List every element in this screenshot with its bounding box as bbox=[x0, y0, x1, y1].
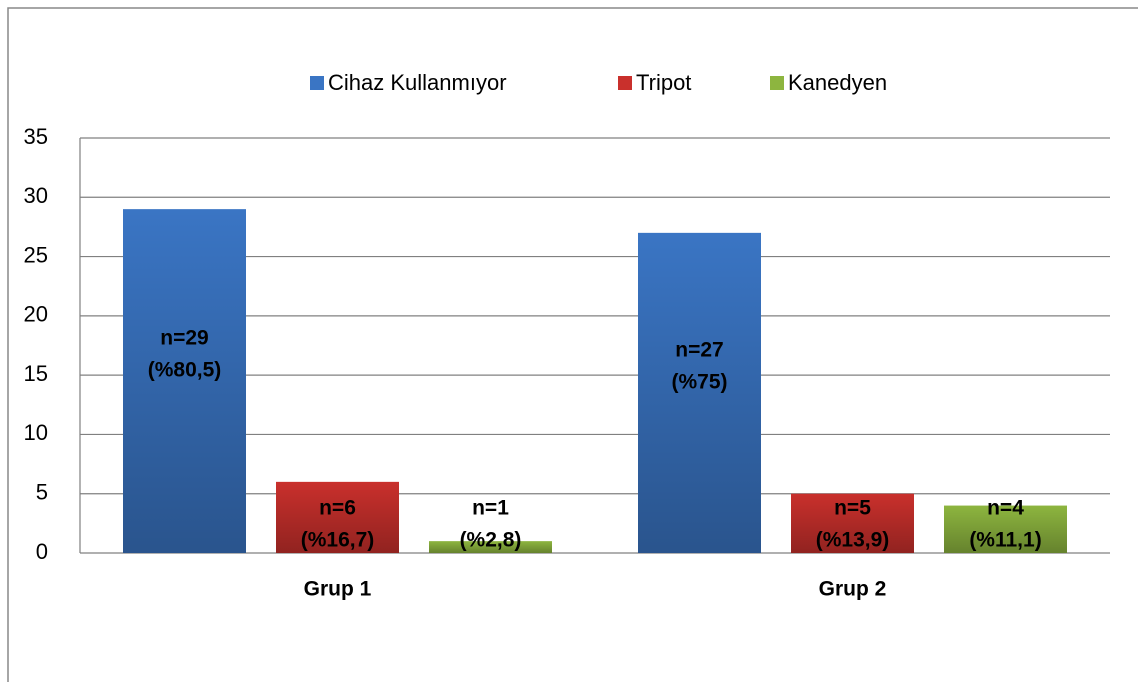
y-tick-label: 20 bbox=[24, 302, 48, 327]
legend-label: Cihaz Kullanmıyor bbox=[328, 70, 507, 95]
data-label: n=6 bbox=[319, 497, 356, 520]
data-label: (%13,9) bbox=[816, 529, 890, 552]
bar-shade bbox=[429, 541, 552, 553]
y-tick-label: 35 bbox=[24, 124, 48, 149]
bar-shade bbox=[791, 493, 914, 553]
bar-shade bbox=[638, 232, 761, 553]
y-tick-label: 25 bbox=[24, 242, 48, 267]
data-label: (%11,1) bbox=[969, 529, 1041, 552]
bar-shade bbox=[123, 209, 246, 553]
bar-shade bbox=[276, 481, 399, 553]
data-label: (%16,7) bbox=[301, 529, 375, 552]
y-tick-label: 30 bbox=[24, 183, 48, 208]
legend-swatch bbox=[770, 76, 784, 90]
y-tick-label: 5 bbox=[36, 480, 48, 505]
x-tick-label: Grup 2 bbox=[819, 578, 887, 601]
y-tick-label: 15 bbox=[24, 361, 48, 386]
y-tick-label: 10 bbox=[24, 420, 48, 445]
legend-label: Tripot bbox=[636, 70, 691, 95]
bar-shade bbox=[944, 505, 1067, 553]
legend-swatch bbox=[310, 76, 324, 90]
data-label: n=27 bbox=[675, 338, 723, 361]
data-label: n=4 bbox=[987, 497, 1024, 520]
x-tick-label: Grup 1 bbox=[304, 578, 372, 601]
y-tick-label: 0 bbox=[36, 539, 48, 564]
legend-label: Kanedyen bbox=[788, 70, 887, 95]
data-label: n=1 bbox=[472, 497, 509, 520]
data-label: (%80,5) bbox=[148, 359, 222, 382]
data-label: (%75) bbox=[671, 370, 727, 393]
data-label: (%2,8) bbox=[460, 529, 522, 552]
data-label: n=5 bbox=[834, 497, 871, 520]
legend-swatch bbox=[618, 76, 632, 90]
data-label: n=29 bbox=[160, 327, 208, 350]
chart-border bbox=[7, 7, 1138, 682]
